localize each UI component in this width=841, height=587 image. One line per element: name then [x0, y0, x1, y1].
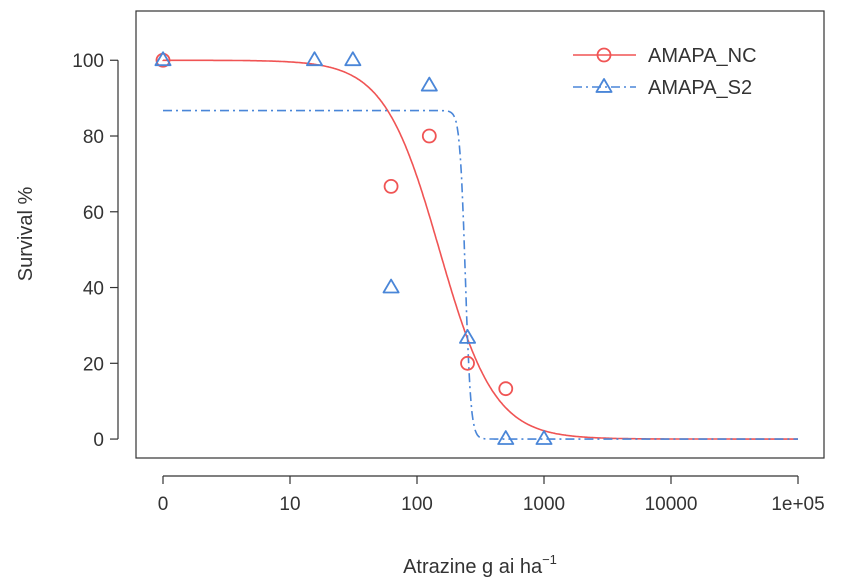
x-tick-label: 10 — [279, 494, 300, 515]
y-tick-label: 100 — [72, 51, 104, 72]
data-point-AMAPA_S2 — [535, 430, 553, 445]
x-tick-label: 1e+05 — [771, 494, 824, 515]
legend-label: AMAPA_S2 — [648, 77, 752, 99]
data-point-AMAPA_S2 — [306, 51, 324, 67]
data-point-AMAPA_NC — [460, 355, 475, 371]
fit-curve-AMAPA_S2 — [163, 109, 798, 440]
legend: AMAPA_NC AMAPA_S2 — [573, 45, 757, 99]
data-point-AMAPA_S2 — [382, 278, 400, 294]
data-point-AMAPA_S2 — [344, 51, 362, 67]
x-tick-label: 0 — [158, 494, 169, 515]
y-axis-title: Survival % — [15, 187, 37, 282]
plot-frame — [135, 10, 825, 459]
data-points — [154, 51, 553, 445]
x-tick-label: 1000 — [523, 494, 565, 515]
x-axis-title: Atrazine g ai ha−1 — [403, 552, 557, 578]
data-point-AMAPA_NC — [383, 178, 399, 194]
data-point-AMAPA_S2 — [154, 51, 172, 67]
legend-label: AMAPA_NC — [648, 45, 757, 67]
y-tick-label: 40 — [83, 279, 104, 300]
x-axis: 0 10 100 1000 10000 1e+05 — [158, 475, 825, 515]
data-point-AMAPA_S2 — [420, 76, 438, 92]
x-tick-label: 100 — [401, 494, 433, 515]
data-point-AMAPA_S2 — [497, 430, 515, 445]
data-point-AMAPA_NC — [421, 128, 437, 144]
data-point-AMAPA_S2 — [459, 329, 477, 344]
x-axis-title-superscript: −1 — [542, 552, 557, 567]
legend-marker-AMAPA_S2 — [595, 78, 613, 93]
fit-curve-AMAPA_NC — [162, 59, 798, 440]
y-tick-label: 0 — [93, 430, 104, 451]
x-axis-title-main: Atrazine g ai ha — [403, 556, 543, 578]
data-point-AMAPA_NC — [498, 381, 514, 397]
y-axis: 0 20 40 60 80 100 — [72, 51, 119, 451]
legend-marker-AMAPA_NC — [596, 47, 612, 63]
y-tick-label: 20 — [83, 354, 104, 375]
fit-curves — [162, 59, 798, 440]
y-tick-label: 60 — [83, 203, 104, 224]
x-tick-label: 10000 — [645, 494, 698, 515]
y-tick-label: 80 — [83, 127, 104, 148]
